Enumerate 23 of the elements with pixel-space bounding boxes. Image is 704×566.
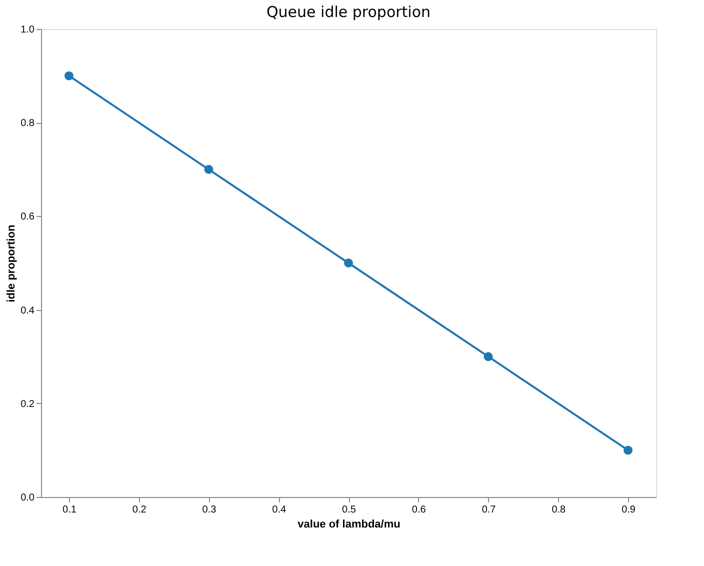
y-axis-title: idle proportion: [6, 224, 18, 302]
point: [204, 164, 214, 174]
x-tick-label: 0.7: [482, 504, 496, 516]
y-tick-label: 1.0: [20, 24, 35, 36]
x-axis-title: value of lambda/mu: [298, 518, 400, 530]
y-tick-label: 0.0: [20, 492, 35, 504]
y-tick-label: 0.4: [20, 305, 35, 316]
y-tick-label: 0.8: [20, 118, 35, 130]
point: [484, 352, 493, 362]
x-tick-label: 0.3: [202, 504, 217, 516]
x-tick-label: 0.6: [412, 504, 426, 516]
y-tick-label: 0.6: [20, 212, 35, 223]
x-tick-label: 0.8: [552, 504, 566, 516]
point: [64, 71, 74, 80]
x-tick-label: 0.9: [622, 504, 636, 516]
point: [624, 446, 633, 455]
x-tick-label: 0.1: [62, 504, 77, 516]
x-tick-label: 0.2: [132, 504, 147, 516]
x-tick-label: 0.5: [342, 504, 356, 516]
chart-title: Queue idle proportion: [266, 3, 431, 21]
point: [344, 258, 353, 268]
y-tick-label: 0.2: [20, 398, 35, 410]
x-tick-label: 0.4: [272, 504, 286, 516]
